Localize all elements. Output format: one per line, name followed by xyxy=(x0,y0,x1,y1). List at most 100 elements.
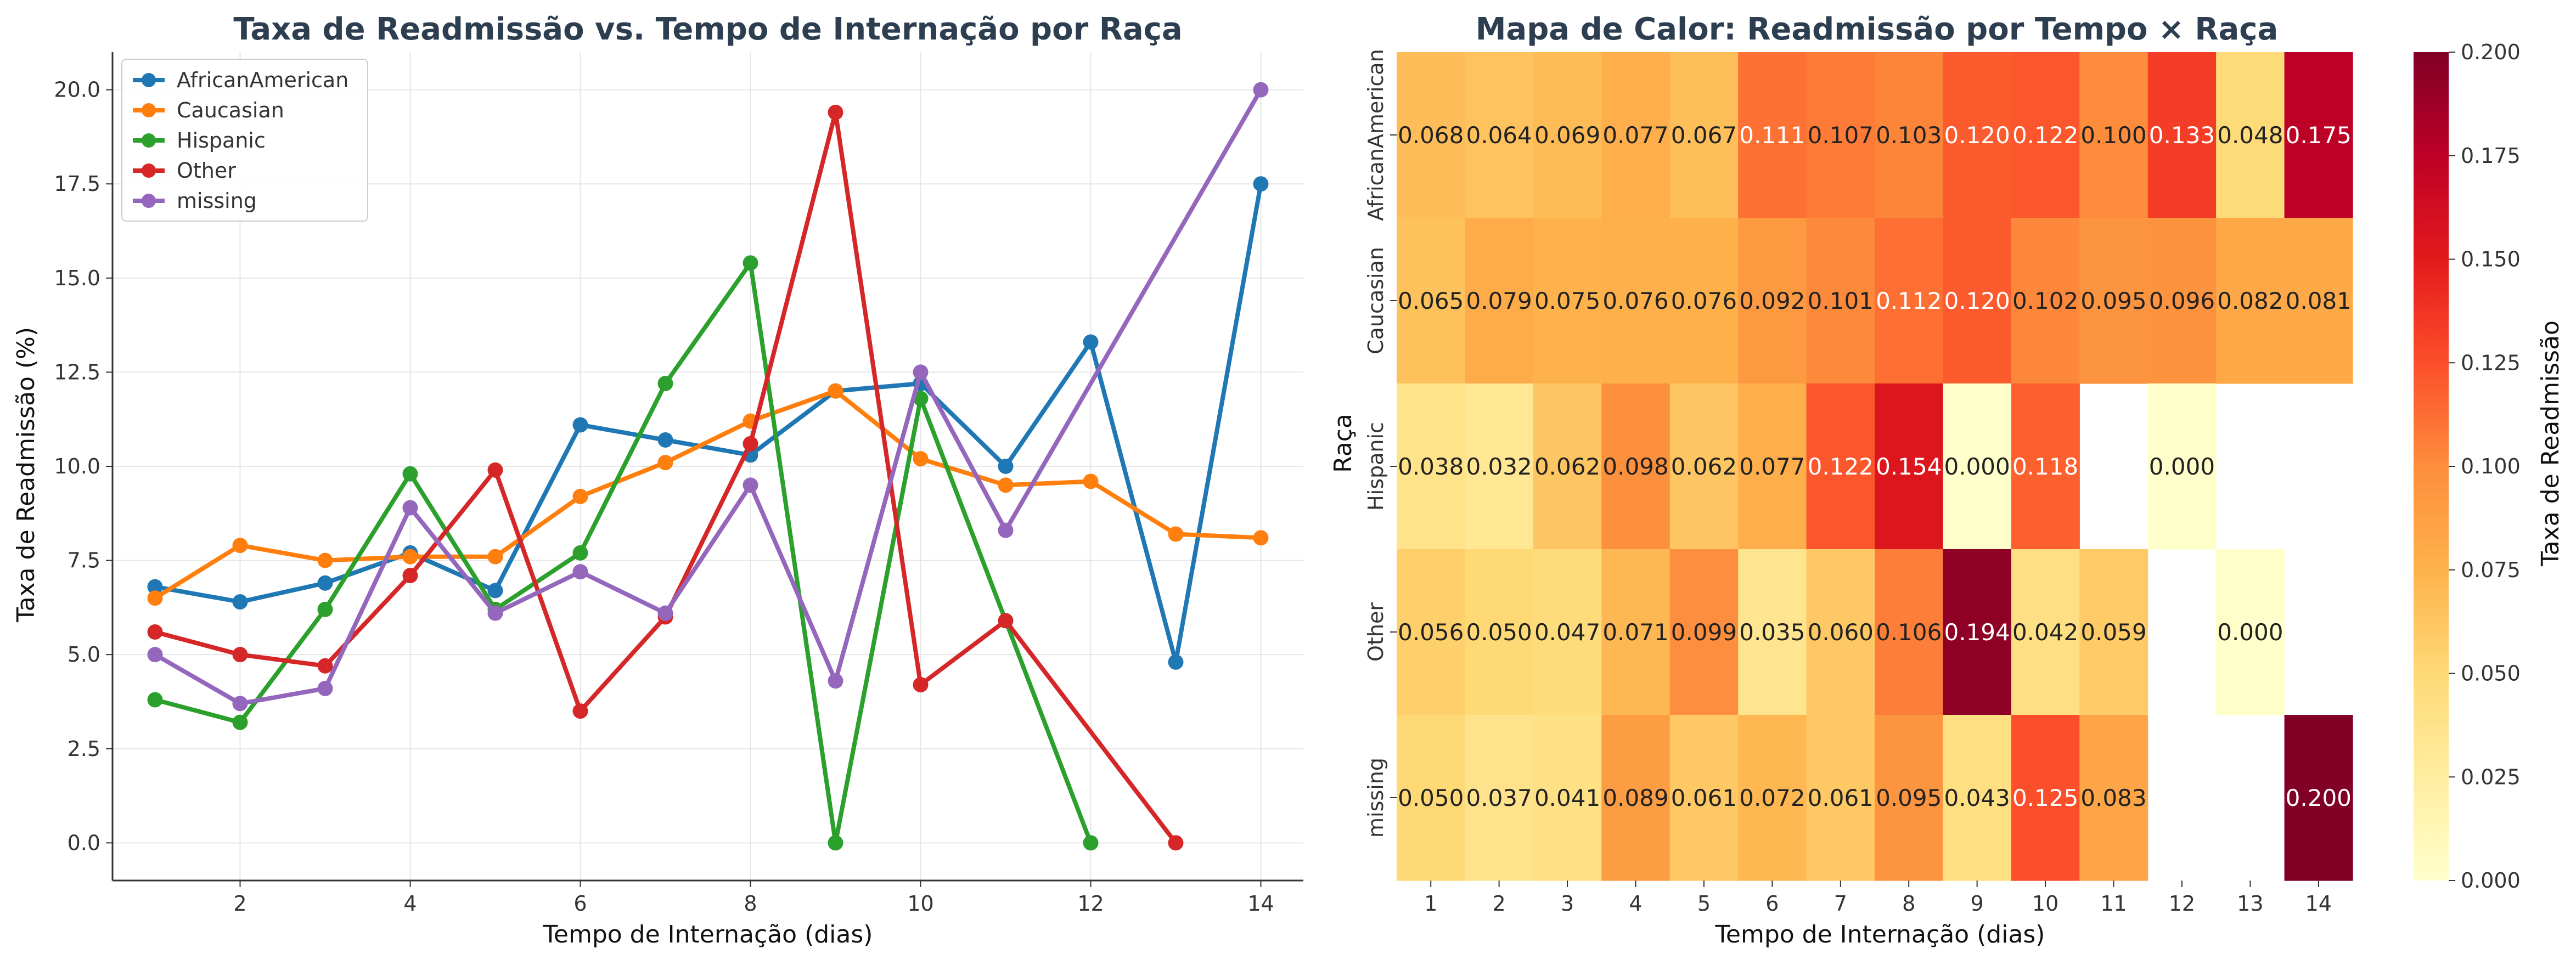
legend-label: Other xyxy=(177,159,236,183)
heatmap-y-tick-label: Caucasian xyxy=(1364,247,1388,354)
colorbar-tick-label: 0.075 xyxy=(2461,558,2521,582)
cell-value-label: 0.092 xyxy=(1739,287,1805,314)
data-point xyxy=(1253,530,1269,546)
cell-value-label: 0.048 xyxy=(2217,122,2283,149)
data-point xyxy=(913,364,929,380)
heatmap-cell xyxy=(2147,52,2217,218)
cell-value-label: 0.082 xyxy=(2217,287,2283,314)
data-point xyxy=(317,575,333,591)
heatmap-ticks: 1 2 3 4 5 6 7 8 9 10 11 12 13 14AfricanAmericanCaucas… xyxy=(1364,49,2332,916)
cell-value-label: 0.101 xyxy=(1808,287,1874,314)
line-chart-ticks: 2 4 6 8 10 12 14 0.0 2.5 5.0 7.5 10.0 12.5 15.0 17.5 20… xyxy=(54,78,1274,916)
heatmap-cell xyxy=(1875,383,1944,550)
cell-value-label: 0.122 xyxy=(1808,453,1874,480)
x-tick-label: 8 xyxy=(744,891,757,916)
cell-value-label: 0.059 xyxy=(2080,619,2146,646)
legend-label: Hispanic xyxy=(177,128,266,153)
heatmap-x-tick-label: 14 xyxy=(2305,891,2332,916)
data-point xyxy=(1168,526,1184,542)
heatmap-x-tick-label: 11 xyxy=(2100,891,2127,916)
data-point xyxy=(317,601,333,617)
series-missing xyxy=(147,82,1269,712)
cell-value-label: 0.000 xyxy=(1944,453,2010,480)
colorbar-tick-label: 0.050 xyxy=(2461,662,2521,686)
heatmap-x-tick-label: 1 xyxy=(1424,891,1437,916)
heatmap-cell xyxy=(1806,383,1875,550)
x-tick-label: 14 xyxy=(1247,891,1274,916)
heatmap-cell xyxy=(1738,715,1807,881)
data-point xyxy=(1083,835,1099,851)
legend-box xyxy=(121,59,368,222)
line-chart-series xyxy=(147,82,1269,851)
heatmap-cell xyxy=(1397,383,1466,550)
data-point xyxy=(572,417,588,433)
heatmap-cell xyxy=(2147,218,2217,384)
heatmap-cell xyxy=(1397,218,1466,384)
cell-value-label: 0.083 xyxy=(2080,785,2146,811)
y-tick-label: 12.5 xyxy=(54,360,100,384)
cell-value-label: 0.060 xyxy=(1808,619,1874,646)
cell-value-label: 0.200 xyxy=(2286,785,2352,811)
heatmap-cell xyxy=(1601,715,1671,881)
cell-value-label: 0.000 xyxy=(2217,619,2283,646)
colorbar-tick-label: 0.025 xyxy=(2461,765,2521,789)
heatmap-y-axis-label: Raça xyxy=(1329,414,1357,473)
cell-value-label: 0.038 xyxy=(1398,453,1464,480)
data-point xyxy=(998,522,1014,538)
x-tick-label: 6 xyxy=(573,891,587,916)
heatmap-cell xyxy=(1943,52,2012,218)
heatmap-cell xyxy=(1669,52,1739,218)
data-point xyxy=(998,477,1014,493)
heatmap-cell xyxy=(1465,52,1534,218)
cell-value-label: 0.133 xyxy=(2149,122,2215,149)
heatmap-x-axis-label: Tempo de Internação (dias) xyxy=(1715,921,2045,949)
y-tick-label: 10.0 xyxy=(54,454,100,478)
heatmap-cell xyxy=(2284,52,2353,218)
data-point xyxy=(232,714,248,730)
x-tick-label: 2 xyxy=(233,891,246,916)
data-point xyxy=(232,696,248,712)
data-point xyxy=(998,613,1014,629)
cell-value-label: 0.095 xyxy=(1876,785,1942,811)
x-tick-label: 12 xyxy=(1077,891,1104,916)
legend-marker xyxy=(142,103,156,117)
cell-value-label: 0.043 xyxy=(1944,785,2010,811)
heatmap-cell xyxy=(1806,715,1875,881)
data-point xyxy=(487,605,503,621)
heatmap-cell xyxy=(1465,715,1534,881)
data-point xyxy=(998,459,1014,474)
heatmap-cell xyxy=(1601,52,1671,218)
heatmap-cell xyxy=(1806,549,1875,715)
heatmap-cell xyxy=(1669,383,1739,550)
heatmap-cell xyxy=(1601,549,1671,715)
colorbar-gradient xyxy=(2414,52,2449,881)
cell-value-label: 0.095 xyxy=(2080,287,2146,314)
cell-value-label: 0.120 xyxy=(1944,122,2010,149)
heatmap-x-tick-label: 13 xyxy=(2237,891,2263,916)
legend: AfricanAmerican Caucasian Hispanic Other mis… xyxy=(121,59,368,222)
y-tick-label: 7.5 xyxy=(68,549,100,573)
heatmap-cell xyxy=(1397,52,1466,218)
heatmap-cell xyxy=(1397,549,1466,715)
cell-value-label: 0.122 xyxy=(2012,122,2078,149)
series-line xyxy=(154,110,1178,844)
heatmap-x-tick-label: 5 xyxy=(1697,891,1711,916)
y-tick-label: 0.0 xyxy=(68,831,100,855)
cell-value-label: 0.062 xyxy=(1534,453,1600,480)
y-axis-label: Taxa de Readmissão (%) xyxy=(12,327,40,623)
x-tick-label: 4 xyxy=(403,891,417,916)
heatmap-cell xyxy=(1397,715,1466,881)
heatmap-cell xyxy=(2079,549,2148,715)
cell-value-label: 0.112 xyxy=(1876,287,1942,314)
data-point xyxy=(402,549,418,565)
y-tick-label: 2.5 xyxy=(68,737,100,761)
legend-label: Caucasian xyxy=(177,98,284,122)
series-Hispanic xyxy=(147,255,1099,851)
x-tick-label: 10 xyxy=(907,891,933,916)
data-point xyxy=(657,432,673,448)
heatmap-cell xyxy=(1533,549,1602,715)
heatmap-title: Mapa de Calor: Readmissão por Tempo × Ra… xyxy=(1476,12,2279,47)
heatmap-cell xyxy=(1669,218,1739,384)
cell-value-label: 0.064 xyxy=(1466,122,1532,149)
legend-label: AfricanAmerican xyxy=(177,68,348,92)
